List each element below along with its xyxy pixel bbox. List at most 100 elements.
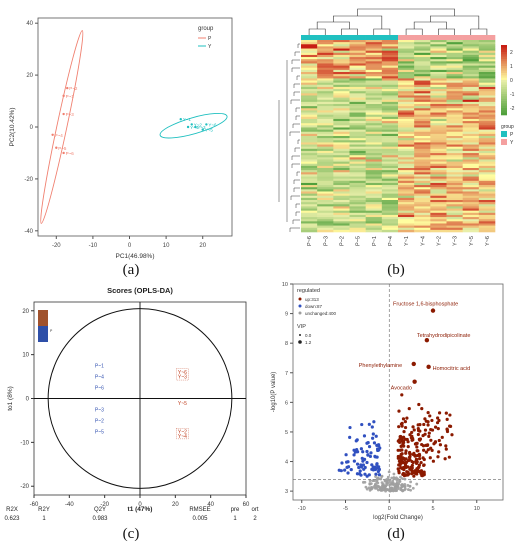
colorbar-step [501,103,507,106]
y-tick-label: 0 [30,125,34,131]
heatmap-cell [462,227,480,231]
heatmap-cell [430,221,447,224]
heatmap-cell [333,121,350,124]
heatmap-cell [462,101,480,105]
x-tick-label: 5 [431,506,434,512]
heatmap-cell [414,165,431,169]
heatmap-cell [301,116,318,120]
heatmap-cell [317,136,334,139]
point-down [367,473,371,477]
heatmap-cell [365,97,383,101]
point-up [426,423,430,427]
heatmap-cell [462,72,480,75]
heatmap-cell [478,206,496,209]
point-P: P~6 [95,386,104,392]
heatmap-cell [381,155,399,158]
heatmap-cell [301,108,318,111]
heatmap-cell [398,197,415,201]
heatmap-cell [462,65,480,69]
heatmap-cell [317,67,334,71]
heatmap-cell [398,106,415,109]
heatmap-cell [301,165,318,169]
heatmap-cell [317,163,334,167]
heatmap-cell [446,125,463,128]
colorbar-step [501,70,507,74]
point-up [413,442,418,446]
heatmap-cell [446,185,463,188]
point-up [399,461,404,465]
heatmap-cell [446,138,463,141]
heatmap-cell [317,229,334,233]
heatmap-cell [478,54,496,58]
heatmap-cell [317,40,334,43]
heatmap-cell [478,101,496,105]
heatmap-cell [349,180,366,184]
heatmap-cell [301,210,318,214]
heatmap-cell [301,44,318,47]
heatmap-cell [398,208,415,211]
heatmap-cell [398,127,415,130]
heatmap-cell [430,89,447,92]
heatmap-cell [301,61,318,64]
heatmap-cell [398,144,415,147]
heatmap-cell [414,227,431,231]
heatmap-cell [301,148,318,152]
heatmap-cell [430,84,447,88]
heatmap-cell [478,97,496,101]
heatmap-cell [381,197,399,201]
heatmap-cell [398,170,415,173]
x-tick-label: 60 [243,502,250,508]
heatmap-cell [398,221,415,224]
heatmap-cell [398,176,415,179]
heatmap-cell [446,114,463,118]
heatmap-cell [317,99,334,103]
point-up [426,410,430,415]
heatmap-cell [462,195,480,199]
heatmap-cell [301,80,318,83]
heatmap-cell [430,74,447,77]
heatmap-cell [349,110,366,113]
heatmap-cell [333,108,350,111]
heatmap-cell [414,46,431,49]
heatmap-cell [381,61,399,64]
heatmap-cell [414,86,431,90]
heatmap-cell [349,210,366,214]
heatmap-cell [462,185,480,188]
heatmap-cell [446,140,463,143]
point-up [420,442,424,447]
point-down [376,443,381,447]
heatmap-cell [301,123,318,126]
heatmap-cell [430,40,447,43]
heatmap-cell [414,121,431,124]
heatmap-cell [446,76,463,79]
point-P: P~4 [95,375,104,381]
point-down [363,465,367,470]
heatmap-cell [317,69,334,73]
heatmap-cell [381,191,399,194]
heatmap-cell [317,159,334,162]
heatmap-cell [398,227,415,231]
point-down [376,469,380,474]
heatmap-cell [349,176,366,179]
x-tick-label: -20 [100,502,109,508]
heatmap-cell [414,219,431,222]
heatmap-cell [414,180,431,184]
heatmap-cell [446,44,463,47]
point-up [403,420,408,424]
heatmap-cell [414,116,431,120]
heatmap-cell [398,195,415,199]
heatmap-cell [301,48,318,51]
heatmap-cell [462,116,480,120]
heatmap-cell [398,84,415,88]
heatmap-cell [365,200,383,203]
heatmap-cell [414,214,431,218]
point-up [437,450,441,454]
heatmap-cell [317,50,334,54]
legend-label: P [208,36,212,42]
row-dendro-link [293,91,300,96]
heatmap-cell [446,208,463,211]
point-up [423,428,428,432]
heatmap-cell [349,108,366,111]
heatmap-cell [398,61,415,64]
point-unchanged [390,486,394,490]
